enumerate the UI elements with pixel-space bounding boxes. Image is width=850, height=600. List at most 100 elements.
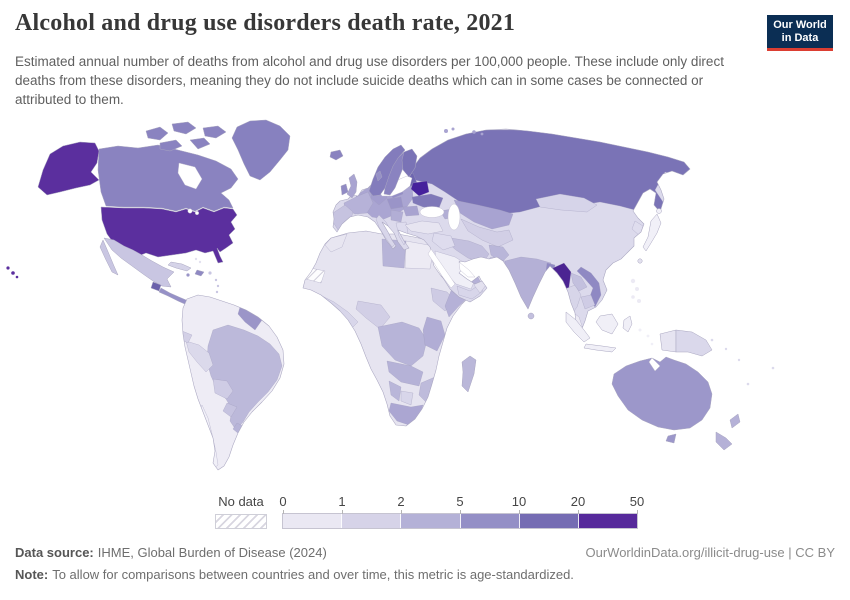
owid-url-link[interactable]: OurWorldinData.org/illicit-drug-use	[585, 545, 785, 560]
country-mexico[interactable]	[103, 237, 175, 288]
country-norway[interactable]	[368, 144, 406, 197]
red-sea	[427, 248, 456, 289]
islands-lesser-antilles[interactable]	[214, 278, 220, 294]
island-tasmania[interactable]	[665, 433, 677, 444]
country-india[interactable]	[504, 256, 552, 312]
country-australia[interactable]	[611, 356, 713, 431]
country-morocco[interactable]	[324, 233, 348, 253]
islands-bahamas[interactable]	[194, 257, 202, 264]
country-kazakhstan[interactable]	[453, 199, 514, 230]
region-central-africa[interactable]	[377, 321, 428, 367]
island-java[interactable]	[583, 343, 617, 353]
state-alaska[interactable]	[37, 141, 100, 196]
no-data-label: No data	[218, 494, 264, 509]
island-hispaniola[interactable]	[194, 269, 205, 277]
country-botswana[interactable]	[400, 390, 414, 406]
country-sri-lanka[interactable]	[527, 312, 535, 320]
country-myanmar[interactable]	[551, 262, 572, 308]
great-lakes	[194, 210, 199, 215]
country-egypt[interactable]	[404, 240, 435, 270]
caspian-sea	[447, 203, 461, 231]
legend-color-segment[interactable]	[460, 514, 520, 528]
legend-tick-mark	[283, 510, 284, 514]
islands-pacific[interactable]	[710, 338, 775, 386]
owid-logo[interactable]: Our World in Data	[767, 15, 833, 51]
legend-tick-label: 0	[279, 494, 287, 509]
owid-logo-line2: in Data	[781, 31, 819, 44]
island-jamaica[interactable]	[186, 273, 190, 277]
country-italy[interactable]	[375, 214, 397, 248]
country-guatemala[interactable]	[150, 281, 162, 292]
legend-tick-label: 2	[397, 494, 405, 509]
country-afghanistan[interactable]	[488, 244, 510, 264]
country-papua-new-guinea[interactable]	[675, 329, 713, 357]
page-title: Alcohol and drug use disorders death rat…	[15, 10, 516, 36]
region-iraq-syria[interactable]	[431, 232, 456, 251]
legend-tick-label: 20	[570, 494, 586, 509]
legend-color-segment[interactable]	[578, 514, 638, 528]
legend-tick-mark	[578, 510, 579, 514]
world-choropleth-map	[0, 104, 850, 498]
country-finland[interactable]	[401, 148, 418, 178]
country-greenland[interactable]	[231, 119, 291, 181]
region-west-papua[interactable]	[659, 329, 677, 353]
country-cambodia[interactable]	[580, 294, 596, 310]
black-sea	[419, 206, 445, 218]
country-brazil[interactable]	[206, 324, 283, 431]
no-data-swatch[interactable]	[215, 514, 267, 529]
legend-color-bar[interactable]	[282, 510, 638, 529]
country-namibia[interactable]	[388, 380, 402, 402]
country-denmark[interactable]	[375, 170, 383, 182]
island-sulawesi[interactable]	[622, 315, 633, 333]
country-new-zealand-north[interactable]	[729, 413, 741, 429]
country-new-zealand-south[interactable]	[715, 431, 733, 451]
region-angola-zambia[interactable]	[386, 360, 424, 387]
island-hokkaido[interactable]	[656, 208, 662, 214]
legend-tick-label: 10	[511, 494, 527, 509]
country-iceland[interactable]	[329, 149, 344, 161]
islands-svalbard[interactable]	[444, 127, 484, 136]
country-paraguay[interactable]	[222, 402, 238, 418]
legend-tick-labels: 0 1 2 5 10 20 50	[279, 494, 644, 510]
region-east-africa[interactable]	[422, 316, 446, 352]
island-puerto-rico[interactable]	[208, 271, 212, 275]
baja-california[interactable]	[99, 239, 119, 276]
gulf-of-carpentaria	[648, 357, 661, 372]
legend-tick-mark	[342, 510, 343, 514]
country-japan[interactable]	[642, 213, 662, 252]
legend-color-segment[interactable]	[401, 514, 461, 528]
islands-moluccas[interactable]	[638, 328, 654, 346]
country-peru[interactable]	[185, 340, 214, 373]
country-bolivia[interactable]	[212, 378, 234, 400]
island-borneo[interactable]	[595, 313, 619, 335]
south-america-coastline	[181, 294, 285, 471]
legend-color-segment[interactable]	[342, 514, 402, 528]
region-central-asia[interactable]	[460, 218, 514, 248]
country-madagascar[interactable]	[461, 355, 477, 393]
country-taiwan[interactable]	[637, 258, 643, 264]
footer-attribution: OurWorldinData.org/illicit-drug-use | CC…	[585, 545, 835, 560]
country-mongolia[interactable]	[535, 193, 598, 213]
legend-tick-mark	[519, 510, 520, 514]
country-canada[interactable]	[97, 144, 239, 212]
island-sumatra[interactable]	[565, 311, 591, 343]
region-balkans[interactable]	[390, 209, 404, 223]
chart-subtitle: Estimated annual number of deaths from a…	[15, 54, 724, 108]
legend-tick-mark	[460, 510, 461, 514]
country-laos[interactable]	[570, 272, 588, 292]
country-united-kingdom[interactable]	[346, 173, 358, 199]
country-cuba[interactable]	[167, 261, 192, 272]
country-philippines[interactable]	[630, 278, 641, 303]
hudson-bay	[177, 162, 203, 190]
country-romania[interactable]	[402, 205, 420, 217]
footer-note: Note: To allow for comparisons between co…	[15, 567, 574, 582]
country-belarus[interactable]	[410, 180, 430, 197]
legend-color-segment[interactable]	[519, 514, 579, 528]
country-turkey[interactable]	[404, 220, 444, 235]
legend-tick-mark	[637, 510, 638, 514]
footer-data-source: Data source: IHME, Global Burden of Disea…	[15, 545, 327, 560]
country-ireland[interactable]	[340, 183, 349, 196]
canadian-arctic-islands[interactable]	[145, 121, 227, 152]
islands-hawaii[interactable]	[6, 266, 19, 279]
legend-color-segment[interactable]	[283, 514, 343, 528]
